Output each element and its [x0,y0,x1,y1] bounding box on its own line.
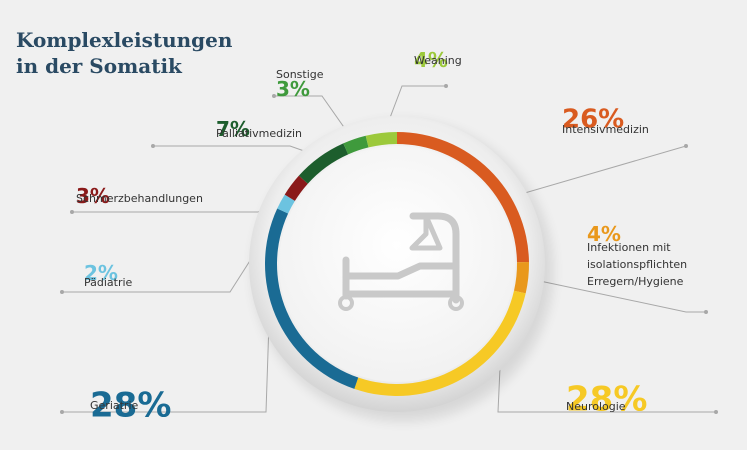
chart-title-line-2: in der Somatik [16,54,182,78]
slice-neurologie [354,290,526,396]
connector-end-dot [70,210,74,214]
category-label: Neurologie [566,400,626,413]
connector-end-dot [272,94,276,98]
slice-intensivmedizin [397,132,529,263]
percent-label: 7% [216,117,250,141]
connector-end-dot [60,410,64,414]
category-label: isolationspflichten [587,258,687,271]
percent-label: 2% [84,261,118,285]
slice-sonstige [343,135,369,155]
donut-hole [279,146,515,382]
connector-infektionen-mit-isolationspflichten-erregern-hygiene [522,276,706,313]
percent-label: 28% [90,386,171,426]
chart-title-line-1: Komplexleistungen [16,28,233,52]
percent-label: 3% [76,184,110,208]
category-label: Erregern/Hygiene [587,275,684,288]
connector-end-dot [60,290,64,294]
connector-end-dot [444,84,448,88]
category-label: Pädiatrie [84,276,133,289]
chart-title: Komplexleistungen in der Somatik [16,27,232,79]
connector-end-dot [151,144,155,148]
slice-palliativmedizin [298,143,349,184]
connector-end-dot [684,144,688,148]
percent-label: 4% [414,48,448,72]
connector-end-dot [704,310,708,314]
percent-label: 26% [562,104,624,134]
category-label: Sonstige [276,68,324,81]
slice-infektionen-mit-isolationspflichten-erregern-hygiene [513,262,529,294]
category-label: Weaning [414,54,462,67]
donut-slices [264,132,529,396]
category-label: Geriatrie [90,399,139,412]
percent-label: 3% [276,77,310,101]
percent-label: 28% [566,380,647,420]
connector-intensivmedizin [504,145,687,200]
connector-end-dot [714,410,718,414]
category-label: Infektionen mit [587,241,671,254]
percent-label: 4% [587,222,621,246]
slice-weaning [365,132,397,148]
slice-schmerzbehandlungen [284,175,308,201]
category-label: Palliativmedizin [216,127,302,140]
slice-pädiatrie [277,194,295,214]
hospital-bed-icon [338,212,464,311]
slice-geriatrie [264,208,359,389]
category-label: Intensivmedizin [562,123,649,136]
category-label: Schmerzbehandlungen [76,192,203,205]
